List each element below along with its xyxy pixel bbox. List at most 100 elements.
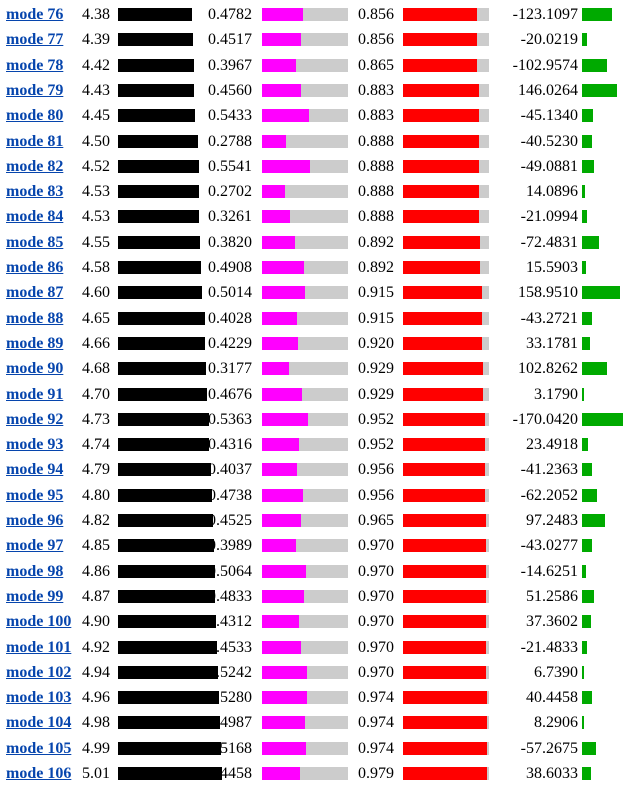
bar-b-track xyxy=(262,8,348,21)
mode-link[interactable]: mode 104 xyxy=(6,714,72,732)
mode-link[interactable]: mode 102 xyxy=(6,663,72,681)
bar-c-fill xyxy=(403,210,480,224)
value-d: 38.6033 xyxy=(526,765,578,782)
mode-link[interactable]: mode 87 xyxy=(6,284,64,302)
bar-c-fill xyxy=(403,488,486,502)
mode-link[interactable]: mode 81 xyxy=(6,132,64,150)
table-row: mode 88 4.65 0.4028 0.915 -43.2721 xyxy=(0,306,634,331)
bar-d xyxy=(582,235,600,249)
bar-c-track xyxy=(403,261,489,274)
bar-c-track xyxy=(403,58,489,72)
mode-link[interactable]: mode 92 xyxy=(6,410,64,428)
mode-link[interactable]: mode 88 xyxy=(6,309,64,327)
bar-c-track xyxy=(403,336,489,350)
table-row: mode 82 4.52 0.5541 0.888 -49.0881 xyxy=(0,154,634,179)
bar-b-track xyxy=(262,134,348,148)
bar-a xyxy=(118,8,192,21)
bar-b-fill xyxy=(262,691,308,705)
value-d: 14.0896 xyxy=(526,183,578,201)
mode-link[interactable]: mode 83 xyxy=(6,183,64,201)
mode-link[interactable]: mode 80 xyxy=(6,107,64,125)
bar-b-track xyxy=(262,539,348,553)
mode-link[interactable]: mode 106 xyxy=(6,765,72,782)
bar-b-track xyxy=(262,564,348,578)
mode-link[interactable]: mode 98 xyxy=(6,562,64,580)
mode-link[interactable]: mode 86 xyxy=(6,259,64,276)
table-row: mode 80 4.45 0.5433 0.883 -45.1340 xyxy=(0,103,634,128)
value-d: -57.2675 xyxy=(520,739,578,757)
value-a: 4.45 xyxy=(82,107,110,125)
bar-b-fill xyxy=(262,488,303,502)
mode-link[interactable]: mode 90 xyxy=(6,360,64,378)
mode-link[interactable]: mode 94 xyxy=(6,461,64,479)
table-row: mode 85 4.55 0.3820 0.892 -72.4831 xyxy=(0,230,634,255)
value-c: 0.970 xyxy=(358,537,394,555)
value-b: 0.5168 xyxy=(208,739,252,757)
mode-link[interactable]: mode 103 xyxy=(6,689,72,707)
value-d: -123.1097 xyxy=(512,6,578,23)
mode-link[interactable]: mode 76 xyxy=(6,6,64,23)
bar-b-track xyxy=(262,387,348,401)
bar-c-fill xyxy=(403,640,487,654)
bar-c-track xyxy=(403,185,489,199)
bar-b-track xyxy=(262,665,348,679)
bar-c-track xyxy=(403,741,489,755)
bar-c-fill xyxy=(403,8,477,21)
value-d: 102.8262 xyxy=(518,360,578,378)
value-b: 0.4316 xyxy=(208,436,252,454)
bar-b-track xyxy=(262,311,348,325)
bar-a xyxy=(118,640,218,654)
value-d: 3.1790 xyxy=(534,385,578,403)
mode-link[interactable]: mode 78 xyxy=(6,56,64,74)
bar-b-track xyxy=(262,438,348,452)
mode-link[interactable]: mode 96 xyxy=(6,512,64,529)
value-a: 4.39 xyxy=(82,31,110,49)
bar-d xyxy=(582,336,590,350)
table-row: mode 90 4.68 0.3177 0.929 102.8262 xyxy=(0,356,634,381)
value-a: 4.66 xyxy=(82,334,110,352)
value-a: 4.53 xyxy=(82,183,110,201)
bar-d xyxy=(582,514,606,527)
bar-c-track xyxy=(403,311,489,325)
value-b: 0.5064 xyxy=(208,562,252,580)
value-a: 4.86 xyxy=(82,562,110,580)
mode-link[interactable]: mode 101 xyxy=(6,638,72,656)
value-d: 158.9510 xyxy=(518,284,578,302)
value-c: 0.892 xyxy=(358,259,394,276)
value-c: 0.974 xyxy=(358,689,394,707)
value-a: 4.82 xyxy=(82,512,110,529)
bar-b-fill xyxy=(262,8,304,21)
mode-link[interactable]: mode 95 xyxy=(6,486,64,504)
bar-b-fill xyxy=(262,33,301,47)
mode-link[interactable]: mode 82 xyxy=(6,157,64,175)
mode-link[interactable]: mode 91 xyxy=(6,385,64,403)
mode-link[interactable]: mode 93 xyxy=(6,436,64,454)
value-d: -102.9574 xyxy=(512,56,578,74)
value-d: -14.6251 xyxy=(520,562,578,580)
bar-c-track xyxy=(403,8,489,21)
value-c: 0.865 xyxy=(358,56,394,74)
value-a: 4.94 xyxy=(82,663,110,681)
bar-c-track xyxy=(403,691,489,705)
value-b: 0.4312 xyxy=(208,613,252,631)
bar-b-track xyxy=(262,741,348,755)
mode-link[interactable]: mode 85 xyxy=(6,233,64,251)
mode-link[interactable]: mode 99 xyxy=(6,587,64,605)
bar-c-track xyxy=(403,514,489,527)
value-d: -45.1340 xyxy=(520,107,578,125)
bar-b-fill xyxy=(262,412,309,426)
mode-link[interactable]: mode 97 xyxy=(6,537,64,555)
mode-link[interactable]: mode 84 xyxy=(6,208,64,226)
bar-a xyxy=(118,109,196,123)
bar-d xyxy=(582,134,592,148)
value-a: 4.50 xyxy=(82,132,110,150)
mode-link[interactable]: mode 105 xyxy=(6,739,72,757)
value-b: 0.4533 xyxy=(208,638,252,656)
mode-link[interactable]: mode 77 xyxy=(6,31,64,49)
mode-link[interactable]: mode 89 xyxy=(6,334,64,352)
table-row: mode 81 4.50 0.2788 0.888 -40.5230 xyxy=(0,129,634,154)
mode-link[interactable]: mode 100 xyxy=(6,613,72,631)
mode-link[interactable]: mode 79 xyxy=(6,81,64,99)
bar-b-track xyxy=(262,589,348,603)
table-row: mode 103 4.96 0.5280 0.974 40.4458 xyxy=(0,685,634,710)
